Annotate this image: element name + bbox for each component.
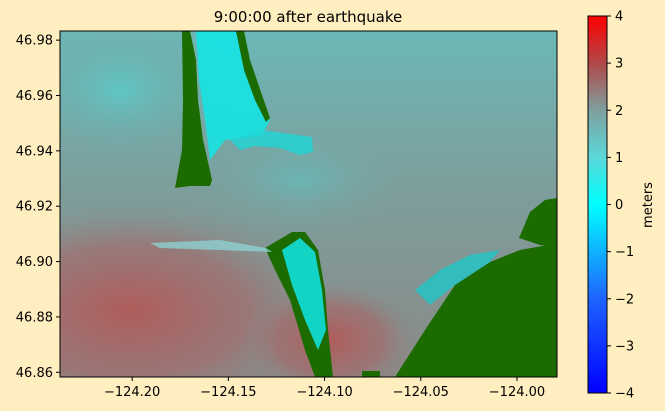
x-axis: −124.20 −124.15 −124.10 −124.05 −124.00 [104, 377, 545, 400]
north-flats-tail [230, 130, 313, 155]
colorbar-label: meters [641, 182, 656, 228]
colorbar-axis: −4 −3 −2 −1 0 1 2 3 4 [607, 10, 634, 402]
colorbar [587, 15, 608, 394]
northeast-land [519, 198, 557, 247]
north-channel-land [236, 31, 270, 122]
colorbar-tick-label: 0 [615, 198, 623, 213]
y-tick-label: 46.92 [16, 200, 53, 215]
colorbar-tick-label: −1 [615, 245, 634, 260]
north-spit-land [175, 31, 212, 188]
colorbar-tick-label: 1 [615, 151, 623, 166]
small-land-patch [362, 371, 380, 377]
east-flats [415, 250, 500, 305]
colorbar-tick-label: 2 [615, 104, 623, 119]
y-tick-label: 46.90 [16, 255, 53, 270]
x-tick-label: −124.05 [393, 385, 449, 400]
bay-entrance-shelf [150, 240, 272, 252]
plot-area [60, 31, 557, 377]
y-tick-label: 46.88 [16, 310, 53, 325]
y-tick-label: 46.94 [16, 144, 53, 159]
colorbar-tick-label: −3 [615, 339, 634, 354]
offshore-high-level-region-lower [240, 280, 420, 377]
y-tick-label: 46.98 [16, 34, 53, 49]
north-spit-flats [196, 31, 270, 160]
plot-frame [59, 30, 558, 378]
y-tick-label: 46.86 [16, 366, 53, 381]
colorbar-tick-label: −2 [615, 292, 634, 307]
x-tick-label: −124.00 [489, 385, 545, 400]
east-land [395, 245, 557, 377]
y-axis: 46.86 46.88 46.90 46.92 46.94 46.96 46.98 [16, 34, 60, 381]
chart-title: 9:00:00 after earthquake [214, 8, 402, 26]
x-tick-label: −124.15 [200, 385, 256, 400]
x-tick-label: −124.10 [296, 385, 352, 400]
colorbar-tick-label: 4 [615, 10, 623, 25]
colorbar-tick-label: 3 [615, 57, 623, 72]
x-tick-label: −124.20 [104, 385, 160, 400]
y-tick-label: 46.96 [16, 89, 53, 104]
south-spit-flats [282, 238, 326, 350]
colorbar-tick-label: −4 [615, 387, 634, 402]
